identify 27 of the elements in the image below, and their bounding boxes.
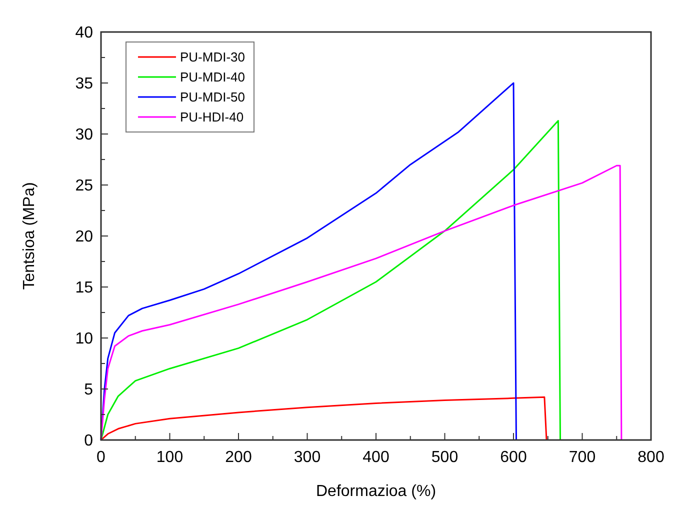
legend-label: PU-MDI-40 [180, 70, 246, 85]
x-tick-label: 700 [568, 449, 596, 466]
y-tick-label: 0 [84, 432, 94, 450]
x-tick-label: 500 [431, 449, 458, 466]
line-series [100, 82, 517, 441]
legend-label: PU-HDI-40 [180, 110, 244, 125]
line-series [100, 164, 622, 441]
legend-label: PU-MDI-50 [180, 90, 246, 105]
y-tick-label: 40 [75, 24, 94, 42]
x-tick-label: 600 [500, 449, 527, 466]
y-tick-label: 35 [75, 76, 94, 93]
legend-label: PU-MDI-30 [180, 50, 246, 65]
y-axis-title: Tentsioa (MPa) [21, 182, 38, 290]
y-tick-label: 25 [75, 178, 94, 195]
x-tick-label: 100 [156, 449, 184, 466]
x-tick-label: 800 [638, 449, 664, 466]
y-tick-label: 5 [84, 382, 94, 399]
y-tick-label: 20 [75, 228, 94, 246]
x-axis-title: Deformazioa (%) [316, 483, 436, 500]
x-tick-label: 400 [362, 449, 390, 466]
y-tick-label: 30 [75, 126, 94, 144]
x-tick-label: 300 [294, 449, 321, 466]
y-tick-label: 10 [75, 330, 94, 348]
x-tick-label: 0 [96, 449, 106, 466]
y-tick-label: 15 [75, 280, 94, 297]
line-series [100, 396, 548, 441]
x-tick-label: 200 [225, 449, 252, 466]
